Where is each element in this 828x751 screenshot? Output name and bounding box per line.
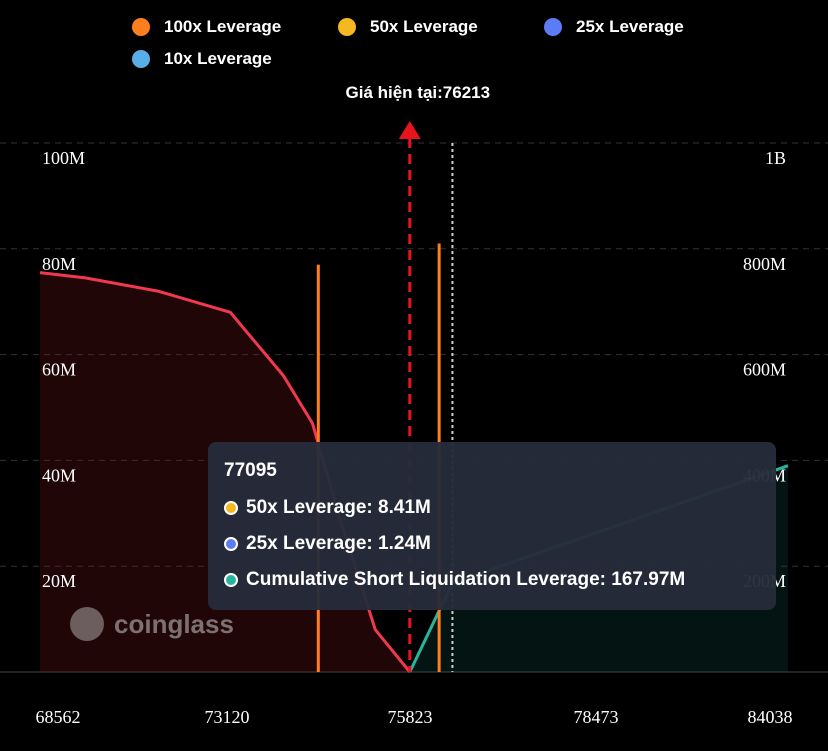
legend-label-10x: 10x Leverage: [164, 49, 272, 68]
y-left-tick-label: 60M: [42, 360, 76, 380]
y-left-tick-label: 20M: [42, 571, 76, 591]
current-price-label: Giá hiện tại:76213: [346, 83, 491, 102]
y-left-tick-label: 40M: [42, 465, 76, 485]
legend-dot-25x: [544, 18, 562, 36]
legend-label-50x: 50x Leverage: [370, 17, 478, 36]
legend-label-100x: 100x Leverage: [164, 17, 282, 36]
chart-tooltip: 77095 50x Leverage: 8.41M 25x Leverage: …: [208, 442, 776, 610]
legend-dot-10x: [132, 50, 150, 68]
chart-legend: 100x Leverage 50x Leverage 25x Leverage …: [0, 0, 828, 80]
x-tick-label: 78473: [574, 707, 619, 727]
legend-item-25x[interactable]: 25x Leverage: [544, 17, 684, 37]
tooltip-dot-cumulative-short: [224, 573, 238, 587]
watermark-text: coinglass: [114, 608, 234, 639]
tooltip-row-cumulative-short: Cumulative Short Liquidation Leverage: 1…: [224, 562, 760, 598]
y-right-tick-label: 1B: [765, 148, 786, 168]
coinglass-logo-icon: [70, 607, 104, 641]
y-right-tick-label: 600M: [743, 360, 786, 380]
legend-label-25x: 25x Leverage: [576, 17, 684, 36]
y-left-tick-label: 100M: [42, 148, 85, 168]
coinglass-watermark: coinglass: [70, 607, 234, 641]
x-tick-label: 73120: [205, 707, 250, 727]
tooltip-dot-25x: [224, 537, 238, 551]
tooltip-row-25x: 25x Leverage: 1.24M: [224, 526, 760, 562]
legend-dot-50x: [338, 18, 356, 36]
tooltip-text-50x: 50x Leverage: 8.41M: [246, 497, 431, 518]
legend-item-10x[interactable]: 10x Leverage: [132, 49, 272, 69]
legend-item-50x[interactable]: 50x Leverage: [338, 17, 478, 37]
legend-item-100x[interactable]: 100x Leverage: [132, 17, 281, 37]
y-right-tick-label: 800M: [743, 254, 786, 274]
tooltip-row-50x: 50x Leverage: 8.41M: [224, 490, 760, 526]
x-tick-label: 68562: [36, 707, 81, 727]
tooltip-title: 77095: [224, 460, 277, 481]
tooltip-text-cumulative-short: Cumulative Short Liquidation Leverage: 1…: [246, 569, 686, 590]
tooltip-dot-50x: [224, 501, 238, 515]
current-price-arrow-icon: [398, 121, 421, 139]
x-tick-label: 84038: [748, 707, 793, 727]
y-left-tick-label: 80M: [42, 254, 76, 274]
x-tick-label: 75823: [388, 707, 433, 727]
tooltip-text-25x: 25x Leverage: 1.24M: [246, 533, 431, 554]
legend-dot-100x: [132, 18, 150, 36]
